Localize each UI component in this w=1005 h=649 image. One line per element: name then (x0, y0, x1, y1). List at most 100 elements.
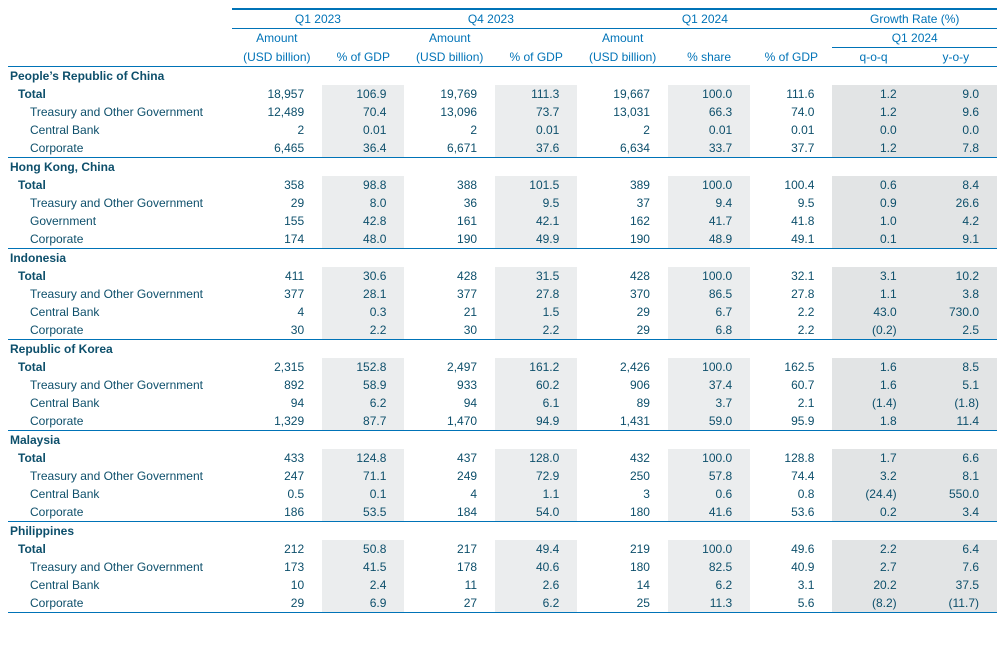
row-label: Corporate (8, 412, 232, 431)
q1-23-gdp: 58.9 (322, 376, 404, 394)
growth-qoq: 3.2 (832, 467, 914, 485)
table-row: Treasury and Other Government17341.51784… (8, 558, 997, 576)
row-label: Total (8, 540, 232, 558)
table-row: Treasury and Other Government298.0369.53… (8, 194, 997, 212)
q1-23-gdp: 71.1 (322, 467, 404, 485)
hdr-unit: (USD billion) (232, 48, 323, 67)
q1-24-amount: 25 (577, 594, 668, 613)
growth-yoy: 9.1 (915, 230, 997, 249)
q4-23-amount: 2 (404, 121, 495, 139)
growth-qoq: 1.0 (832, 212, 914, 230)
q1-24-amount: 2 (577, 121, 668, 139)
q1-23-gdp: 2.2 (322, 321, 404, 340)
growth-qoq: 1.6 (832, 358, 914, 376)
row-label: Corporate (8, 230, 232, 249)
q1-24-share: 6.2 (668, 576, 750, 594)
q1-23-amount: 6,465 (232, 139, 323, 158)
growth-yoy: 5.1 (915, 376, 997, 394)
growth-yoy: 8.1 (915, 467, 997, 485)
q1-23-gdp: 98.8 (322, 176, 404, 194)
table-row: Corporate6,46536.46,67137.66,63433.737.7… (8, 139, 997, 158)
q1-24-amount: 29 (577, 303, 668, 321)
q1-23-amount: 29 (232, 594, 323, 613)
q1-24-amount: 428 (577, 267, 668, 285)
country-name: Philippines (8, 522, 997, 541)
q1-24-gdp: 74.0 (750, 103, 832, 121)
q1-24-gdp: 2.1 (750, 394, 832, 412)
q4-23-gdp: 2.2 (495, 321, 577, 340)
q1-23-gdp: 6.2 (322, 394, 404, 412)
q1-24-share: 41.6 (668, 503, 750, 522)
table-row: Central Bank40.3211.5296.72.243.0730.0 (8, 303, 997, 321)
growth-yoy: 9.0 (915, 85, 997, 103)
q4-23-gdp: 49.9 (495, 230, 577, 249)
q1-23-amount: 30 (232, 321, 323, 340)
q1-24-share: 3.7 (668, 394, 750, 412)
growth-yoy: 3.4 (915, 503, 997, 522)
row-label: Treasury and Other Government (8, 285, 232, 303)
q1-23-amount: 29 (232, 194, 323, 212)
row-label: Total (8, 176, 232, 194)
row-label: Treasury and Other Government (8, 103, 232, 121)
q1-24-gdp: 41.8 (750, 212, 832, 230)
q1-23-gdp: 6.9 (322, 594, 404, 613)
growth-yoy: 26.6 (915, 194, 997, 212)
q1-24-gdp: 53.6 (750, 503, 832, 522)
row-label: Total (8, 267, 232, 285)
q1-24-share: 9.4 (668, 194, 750, 212)
growth-qoq: 0.0 (832, 121, 914, 139)
q4-23-amount: 30 (404, 321, 495, 340)
q1-23-gdp: 0.1 (322, 485, 404, 503)
growth-yoy: (1.8) (915, 394, 997, 412)
q1-23-gdp: 30.6 (322, 267, 404, 285)
q1-23-gdp: 87.7 (322, 412, 404, 431)
q1-24-share: 6.7 (668, 303, 750, 321)
q4-23-gdp: 31.5 (495, 267, 577, 285)
q4-23-amount: 27 (404, 594, 495, 613)
growth-yoy: 550.0 (915, 485, 997, 503)
q4-23-gdp: 42.1 (495, 212, 577, 230)
q1-24-share: 82.5 (668, 558, 750, 576)
q1-24-gdp: 37.7 (750, 139, 832, 158)
q4-23-amount: 36 (404, 194, 495, 212)
hdr-pct-share: % share (668, 48, 750, 67)
table-row: Corporate18653.518454.018041.653.60.23.4 (8, 503, 997, 522)
row-label: Treasury and Other Government (8, 558, 232, 576)
country-name: Republic of Korea (8, 340, 997, 359)
q1-24-gdp: 60.7 (750, 376, 832, 394)
q1-24-gdp: 9.5 (750, 194, 832, 212)
q1-24-gdp: 49.1 (750, 230, 832, 249)
hdr-q1-2024: Q1 2024 (577, 9, 832, 29)
growth-qoq: 1.2 (832, 103, 914, 121)
growth-qoq: 1.8 (832, 412, 914, 431)
q1-23-gdp: 50.8 (322, 540, 404, 558)
q4-23-gdp: 37.6 (495, 139, 577, 158)
q1-23-amount: 155 (232, 212, 323, 230)
q1-24-gdp: 100.4 (750, 176, 832, 194)
hdr-amount: Amount (232, 29, 323, 48)
hdr-growth-period: Q1 2024 (832, 29, 997, 48)
growth-qoq: (24.4) (832, 485, 914, 503)
q1-23-gdp: 36.4 (322, 139, 404, 158)
table-row: Government15542.816142.116241.741.81.04.… (8, 212, 997, 230)
q1-24-share: 48.9 (668, 230, 750, 249)
q4-23-gdp: 54.0 (495, 503, 577, 522)
country-name: Malaysia (8, 431, 997, 450)
q1-23-gdp: 28.1 (322, 285, 404, 303)
q1-24-share: 100.0 (668, 449, 750, 467)
growth-qoq: 2.2 (832, 540, 914, 558)
q1-24-gdp: 3.1 (750, 576, 832, 594)
table-row: Central Bank20.0120.0120.010.010.00.0 (8, 121, 997, 139)
q1-24-amount: 250 (577, 467, 668, 485)
table-row: Central Bank102.4112.6146.23.120.237.5 (8, 576, 997, 594)
table-row: Total2,315152.82,497161.22,426100.0162.5… (8, 358, 997, 376)
q1-24-share: 0.6 (668, 485, 750, 503)
q4-23-gdp: 9.5 (495, 194, 577, 212)
q1-23-amount: 377 (232, 285, 323, 303)
q1-24-gdp: 74.4 (750, 467, 832, 485)
q1-24-share: 41.7 (668, 212, 750, 230)
q4-23-amount: 377 (404, 285, 495, 303)
q1-24-gdp: 40.9 (750, 558, 832, 576)
q1-24-gdp: 27.8 (750, 285, 832, 303)
country-name: Hong Kong, China (8, 158, 997, 177)
